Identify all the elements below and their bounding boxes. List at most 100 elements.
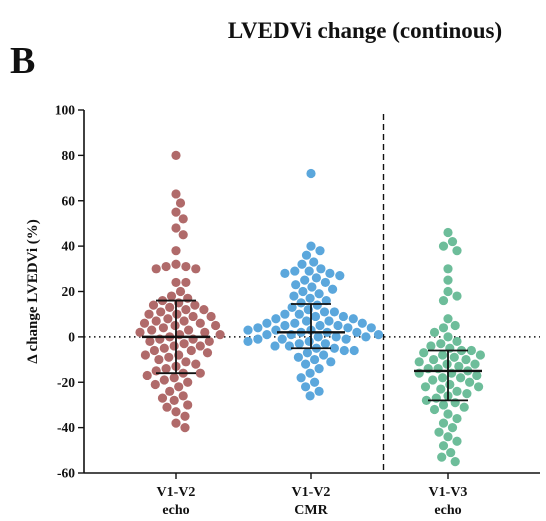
data-point — [304, 336, 314, 347]
data-point — [169, 373, 179, 383]
data-point — [280, 268, 290, 278]
data-point — [294, 309, 304, 319]
data-point — [314, 386, 324, 396]
data-point — [475, 350, 485, 360]
data-point — [253, 323, 263, 333]
data-point — [452, 386, 462, 396]
data-point — [320, 277, 330, 288]
data-point — [158, 323, 168, 333]
data-point — [429, 404, 440, 415]
data-point — [195, 368, 205, 378]
data-point — [181, 305, 191, 315]
data-point — [443, 409, 453, 419]
data-point — [443, 264, 453, 274]
data-point — [171, 207, 181, 217]
data-point — [306, 168, 316, 179]
data-point — [314, 364, 324, 374]
data-point — [443, 227, 453, 238]
data-point — [452, 291, 462, 301]
data-point — [450, 320, 460, 331]
category-label: V1-V2 — [292, 485, 331, 500]
data-point — [333, 320, 343, 331]
data-point — [290, 266, 300, 276]
data-point — [156, 307, 166, 317]
data-point — [361, 332, 371, 342]
data-point — [438, 441, 449, 451]
data-point — [341, 334, 351, 344]
data-point — [180, 411, 190, 421]
data-point — [175, 198, 186, 208]
data-point — [161, 261, 171, 272]
data-point — [280, 309, 290, 319]
category-sublabel: echo — [162, 503, 189, 518]
data-point — [162, 402, 172, 412]
data-point — [438, 323, 449, 333]
data-point — [438, 400, 449, 410]
data-point — [211, 320, 221, 331]
data-point — [202, 348, 213, 358]
data-point — [452, 413, 462, 424]
y-tick-label: 40 — [62, 239, 76, 254]
data-point — [178, 214, 188, 224]
data-point — [157, 393, 168, 403]
data-point — [310, 354, 320, 365]
data-point — [325, 268, 335, 278]
data-point — [443, 314, 453, 324]
data-point — [311, 273, 321, 283]
chart-title: LVEDVi change (continous) — [228, 18, 502, 43]
y-tick-label: 60 — [62, 193, 76, 208]
data-point — [142, 370, 152, 381]
data-point — [305, 293, 315, 303]
data-point — [331, 332, 341, 342]
data-point — [302, 348, 312, 358]
data-point — [326, 357, 336, 367]
data-point — [169, 341, 179, 351]
data-point — [139, 318, 150, 328]
data-point — [324, 316, 334, 326]
data-point — [447, 236, 458, 247]
data-point — [315, 320, 325, 331]
data-point — [280, 320, 290, 331]
data-point — [419, 348, 429, 358]
data-point — [305, 368, 315, 378]
data-point — [171, 277, 181, 288]
data-point — [293, 352, 303, 362]
data-point — [461, 354, 471, 365]
y-tick-label: -40 — [57, 420, 75, 435]
data-point — [304, 266, 314, 276]
y-tick-label: -20 — [57, 375, 75, 390]
data-point — [186, 345, 196, 356]
data-point — [180, 423, 190, 433]
data-point — [319, 307, 330, 317]
data-point — [184, 325, 194, 335]
data-point — [243, 325, 253, 335]
data-point — [366, 323, 376, 333]
y-tick-label: -60 — [57, 466, 75, 481]
data-point — [164, 352, 174, 362]
data-point — [289, 291, 299, 301]
data-point — [191, 264, 201, 274]
category-label: V1-V2 — [157, 485, 196, 500]
data-point — [449, 352, 459, 362]
data-point — [200, 327, 210, 337]
data-point — [301, 359, 311, 369]
data-point — [145, 336, 155, 347]
data-point — [357, 318, 367, 328]
data-point — [199, 305, 209, 315]
y-tick-label: 20 — [62, 284, 76, 299]
data-point — [166, 291, 177, 301]
data-point — [428, 375, 438, 385]
data-point — [179, 316, 189, 326]
y-tick-label: 0 — [68, 329, 75, 344]
data-point — [320, 339, 330, 349]
data-point — [174, 382, 184, 392]
data-point — [352, 327, 362, 337]
data-point — [148, 300, 159, 310]
data-point — [349, 345, 359, 356]
data-point — [243, 336, 253, 347]
data-point — [434, 427, 444, 437]
data-point — [420, 382, 431, 392]
data-point — [470, 359, 480, 369]
data-point — [270, 341, 280, 351]
